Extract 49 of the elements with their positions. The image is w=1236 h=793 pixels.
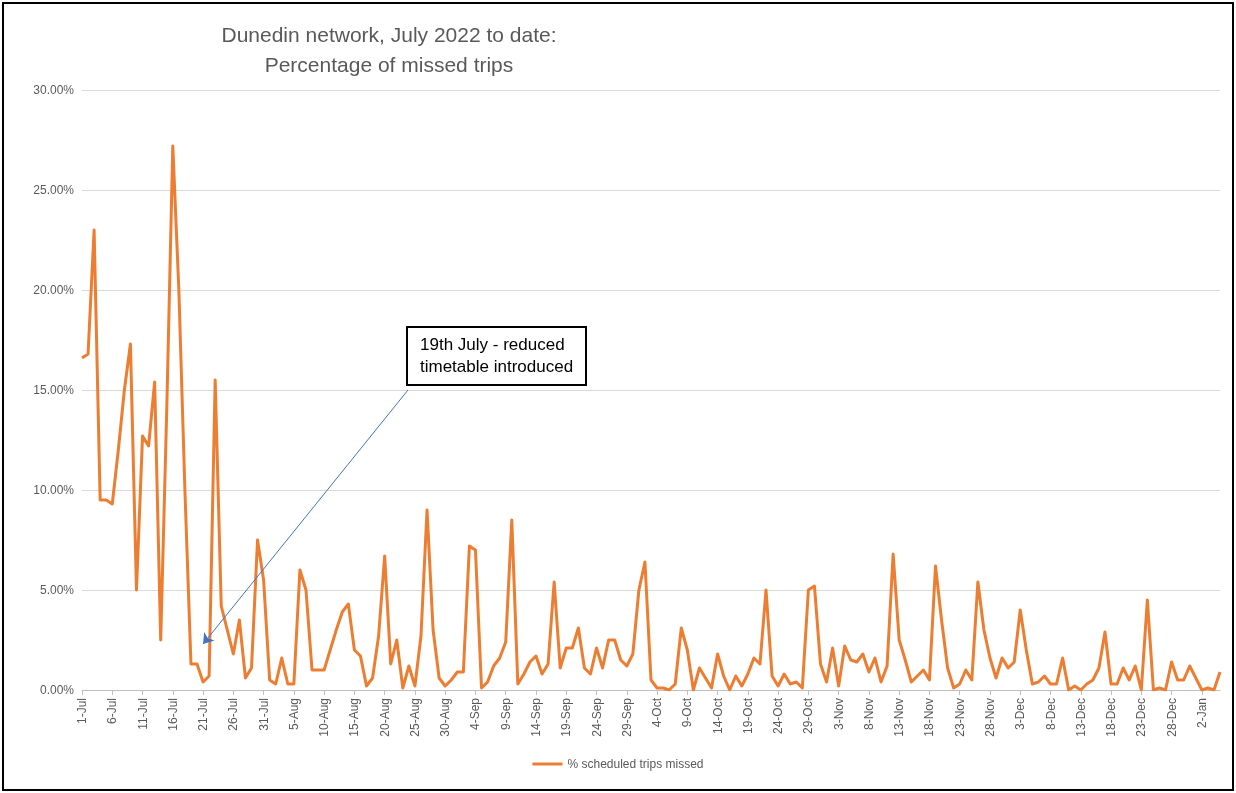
x-tick-label: 19-Sep [559, 697, 574, 737]
x-tick-label: 10-Aug [317, 698, 332, 737]
x-tick-label: 18-Nov [922, 698, 937, 737]
x-tick-label: 14-Sep [528, 697, 543, 737]
y-tick-label: 5.00% [39, 583, 75, 597]
x-tick-label: 9-Oct [680, 697, 695, 728]
x-tick-label: 14-Oct [710, 697, 725, 735]
legend-label: % scheduled trips missed [567, 757, 704, 771]
line-series [80, 144, 1222, 692]
x-tick-label: 29-Sep [619, 697, 634, 737]
x-tick-label: 23-Dec [1134, 698, 1149, 737]
x-tick-label: 4-Oct [650, 697, 665, 728]
x-tick-label: 24-Oct [771, 697, 786, 735]
x-tick-label: 20-Aug [377, 698, 392, 737]
x-tick-label: 4-Sep [468, 697, 483, 731]
x-tick-label: 24-Sep [589, 697, 604, 737]
x-tick-label: 29-Oct [801, 697, 816, 735]
x-tick-label: 21-Jul [196, 698, 211, 731]
y-tick-label: 0.00% [39, 683, 75, 697]
chart-title: Dunedin network, July 2022 to date: Percentage of missed trips [221, 22, 557, 76]
x-tick-label: 13-Nov [892, 698, 907, 737]
x-tick-label: 13-Dec [1073, 698, 1088, 737]
x-tick-label: 5-Aug [286, 698, 301, 731]
x-tick-label: 18-Dec [1104, 698, 1119, 737]
x-tick-label: 8-Nov [861, 698, 876, 731]
y-tick-label: 25.00% [33, 183, 75, 197]
annotation: 19th July - reduced timetable introduced [406, 326, 588, 386]
x-tick-label: 30-Aug [438, 698, 453, 737]
x-tick-label: 8-Dec [1043, 698, 1058, 731]
x-tick-label: 9-Sep [498, 697, 513, 731]
y-tick-label: 10.00% [33, 483, 75, 497]
y-tick-label: 30.00% [33, 83, 75, 97]
x-tick-label: 26-Jul [226, 698, 241, 731]
y-tick-label: 20.00% [33, 283, 75, 297]
x-tick-label: 31-Jul [256, 698, 271, 731]
x-tick-label: 6-Jul [105, 698, 120, 725]
x-tick-label: 11-Jul [135, 698, 150, 730]
x-tick-label: 1-Jul [75, 698, 89, 725]
x-tick-label: 23-Nov [952, 698, 967, 737]
x-tick-label: 25-Aug [407, 698, 422, 737]
x-tick-label: 3-Nov [831, 698, 846, 731]
x-tick-label: 2-Jan [1194, 698, 1209, 729]
x-tick-label: 15-Aug [347, 698, 362, 737]
y-tick-label: 15.00% [33, 383, 75, 397]
x-tick-label: 28-Nov [982, 698, 997, 737]
x-tick-label: 16-Jul [165, 698, 180, 731]
x-tick-label: 28-Dec [1164, 698, 1179, 737]
x-tick-label: 3-Dec [1013, 698, 1028, 731]
x-tick-label: 19-Oct [740, 697, 755, 735]
